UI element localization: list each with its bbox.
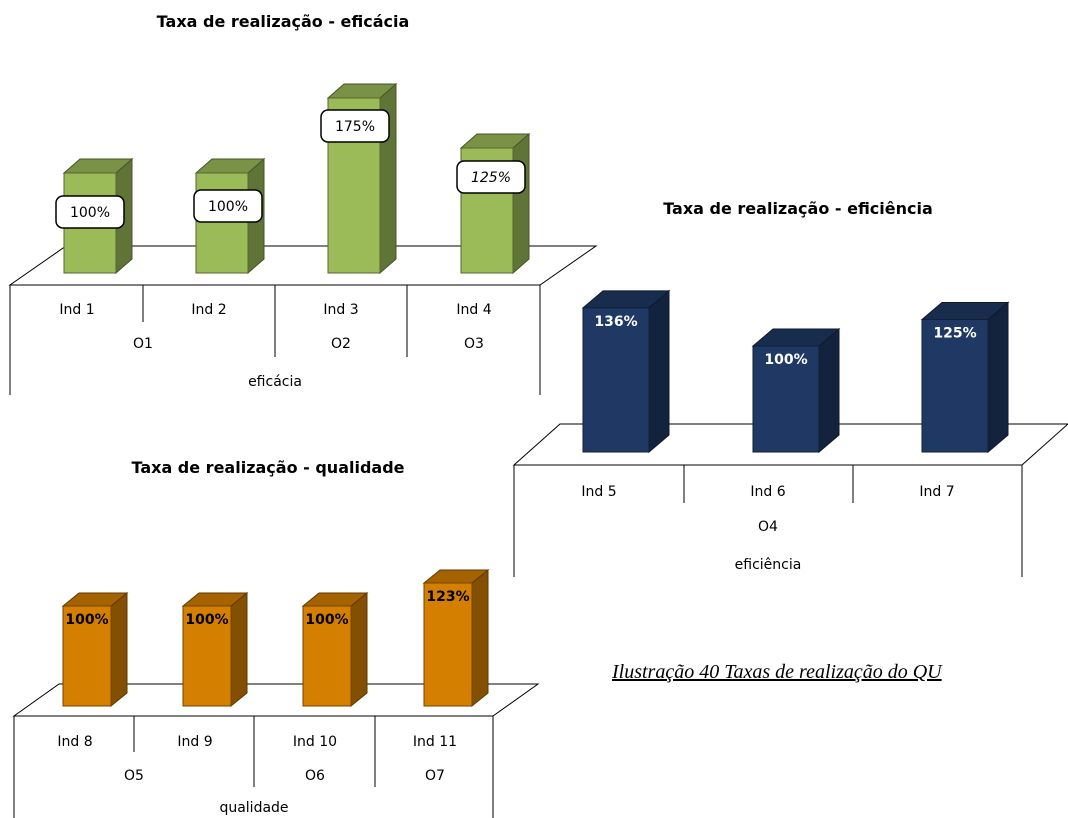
chart-title: Taxa de realização - eficácia xyxy=(157,12,410,31)
tick-label: Ind 11 xyxy=(413,734,457,750)
data-label-box xyxy=(55,195,125,229)
bar xyxy=(182,605,232,707)
bar xyxy=(921,319,989,453)
group-label: O4 xyxy=(758,519,778,535)
chart-qualidade: Taxa de realização - qualidade 100% 100% 1… xyxy=(12,458,540,818)
chart-eficacia: Taxa de realização - eficácia 100% 100% 17… xyxy=(8,12,598,395)
bar xyxy=(752,345,820,453)
bar xyxy=(195,172,249,274)
bar-side xyxy=(471,568,489,708)
data-label-box xyxy=(320,109,390,143)
group-label: O7 xyxy=(425,768,445,784)
bar-side xyxy=(987,301,1009,454)
data-label: 100% xyxy=(65,612,108,628)
bar-side xyxy=(110,591,128,708)
chart-title: Taxa de realização - qualidade xyxy=(131,458,404,477)
data-label: 100% xyxy=(185,612,228,628)
bar xyxy=(582,307,650,453)
bar-side xyxy=(350,591,368,708)
category-title: qualidade xyxy=(219,800,288,816)
category-title: eficiência xyxy=(735,557,802,573)
tick-label: Ind 6 xyxy=(750,484,785,500)
bar xyxy=(62,605,112,707)
tick-label: Ind 7 xyxy=(919,484,954,500)
data-label: 175% xyxy=(335,119,375,135)
group-label: O6 xyxy=(305,768,325,784)
tick-label: Ind 1 xyxy=(59,302,94,318)
bar-side xyxy=(818,327,840,454)
bars: 100% 100% 100% 123% xyxy=(61,568,490,708)
chart-title: Taxa de realização - eficiência xyxy=(663,199,933,218)
data-label: 125% xyxy=(933,326,976,342)
bar-side xyxy=(230,591,248,708)
category-title: eficácia xyxy=(248,374,302,390)
data-label: 136% xyxy=(594,314,637,330)
tick-label: Ind 5 xyxy=(581,484,616,500)
data-label: 125% xyxy=(471,170,511,186)
chart-floor xyxy=(8,245,598,286)
bar-side xyxy=(648,289,670,454)
data-label: 100% xyxy=(764,352,807,368)
group-label: O1 xyxy=(133,336,153,352)
group-label: O3 xyxy=(464,336,484,352)
tick-label: Ind 9 xyxy=(177,734,212,750)
bar xyxy=(302,605,352,707)
tick-label: Ind 2 xyxy=(191,302,226,318)
data-label: 123% xyxy=(426,589,469,605)
group-label: O2 xyxy=(331,336,351,352)
bars: 136% 100% 125% xyxy=(581,289,1010,454)
group-label: O5 xyxy=(124,768,144,784)
tick-label: Ind 3 xyxy=(323,302,358,318)
figure-caption: Ilustração 40 Taxas de realização do QU xyxy=(611,661,943,683)
data-label: 100% xyxy=(70,205,110,221)
chart-floor xyxy=(12,683,540,717)
bar xyxy=(423,582,473,707)
bar-side xyxy=(512,132,530,275)
tick-label: Ind 10 xyxy=(293,734,337,750)
data-label: 100% xyxy=(305,612,348,628)
tick-label: Ind 8 xyxy=(57,734,92,750)
tick-label: Ind 4 xyxy=(456,302,491,318)
data-label-box xyxy=(456,160,526,194)
bars: 100% 100% 175% 125% xyxy=(55,82,531,275)
chart-eficiencia: Taxa de realização - eficiência 136% 100%… xyxy=(512,199,1068,577)
data-label: 100% xyxy=(208,199,248,215)
data-label-box xyxy=(193,189,263,223)
